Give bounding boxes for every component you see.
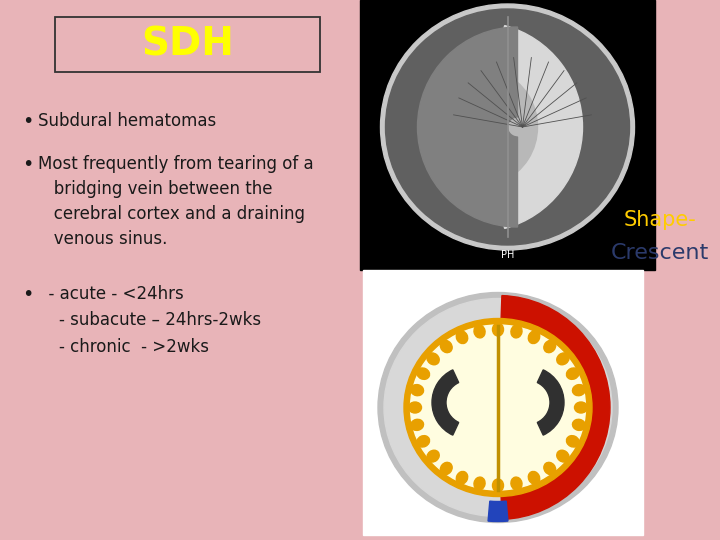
Text: Crescent: Crescent <box>611 243 709 263</box>
Ellipse shape <box>511 325 522 338</box>
Ellipse shape <box>456 471 468 484</box>
Bar <box>55 17 320 72</box>
Text: - acute - <24hrs
    - subacute – 24hrs-2wks
    - chronic  - >2wks: - acute - <24hrs - subacute – 24hrs-2wks… <box>38 285 261 356</box>
Ellipse shape <box>474 325 485 338</box>
Wedge shape <box>501 295 610 519</box>
Ellipse shape <box>410 419 423 430</box>
Ellipse shape <box>417 436 430 447</box>
Ellipse shape <box>427 353 439 365</box>
Ellipse shape <box>575 402 588 413</box>
Text: Shape-: Shape- <box>624 210 696 230</box>
Text: •: • <box>22 285 33 304</box>
Ellipse shape <box>427 450 439 462</box>
Text: •: • <box>22 112 33 131</box>
Ellipse shape <box>567 436 579 447</box>
Ellipse shape <box>410 384 423 396</box>
Bar <box>360 0 655 270</box>
Text: SDH: SDH <box>141 25 234 64</box>
Wedge shape <box>537 370 564 435</box>
Text: PH: PH <box>501 250 514 260</box>
Ellipse shape <box>567 368 579 380</box>
Wedge shape <box>488 501 508 522</box>
Ellipse shape <box>572 384 585 396</box>
Ellipse shape <box>572 419 585 430</box>
Ellipse shape <box>528 471 540 484</box>
Ellipse shape <box>511 477 522 490</box>
Ellipse shape <box>492 323 503 336</box>
Text: •: • <box>22 155 33 174</box>
Ellipse shape <box>441 462 452 475</box>
Ellipse shape <box>404 319 592 496</box>
Ellipse shape <box>408 402 421 413</box>
Ellipse shape <box>492 479 503 492</box>
Bar <box>363 270 643 535</box>
Ellipse shape <box>557 450 569 462</box>
Ellipse shape <box>456 331 468 343</box>
Ellipse shape <box>474 477 485 490</box>
Ellipse shape <box>544 462 556 475</box>
Wedge shape <box>492 25 582 228</box>
Ellipse shape <box>378 293 618 523</box>
Ellipse shape <box>384 299 612 516</box>
Ellipse shape <box>441 340 452 353</box>
Wedge shape <box>432 370 459 435</box>
Ellipse shape <box>544 340 556 353</box>
Ellipse shape <box>417 368 430 380</box>
Wedge shape <box>490 72 538 181</box>
Wedge shape <box>418 27 518 227</box>
Text: Subdural hematomas: Subdural hematomas <box>38 112 216 130</box>
Ellipse shape <box>380 4 634 250</box>
Ellipse shape <box>528 331 540 343</box>
Ellipse shape <box>385 9 629 245</box>
Ellipse shape <box>410 325 585 490</box>
Text: Most frequently from tearing of a
   bridging vein between the
   cerebral corte: Most frequently from tearing of a bridgi… <box>38 155 314 248</box>
Ellipse shape <box>557 353 569 365</box>
